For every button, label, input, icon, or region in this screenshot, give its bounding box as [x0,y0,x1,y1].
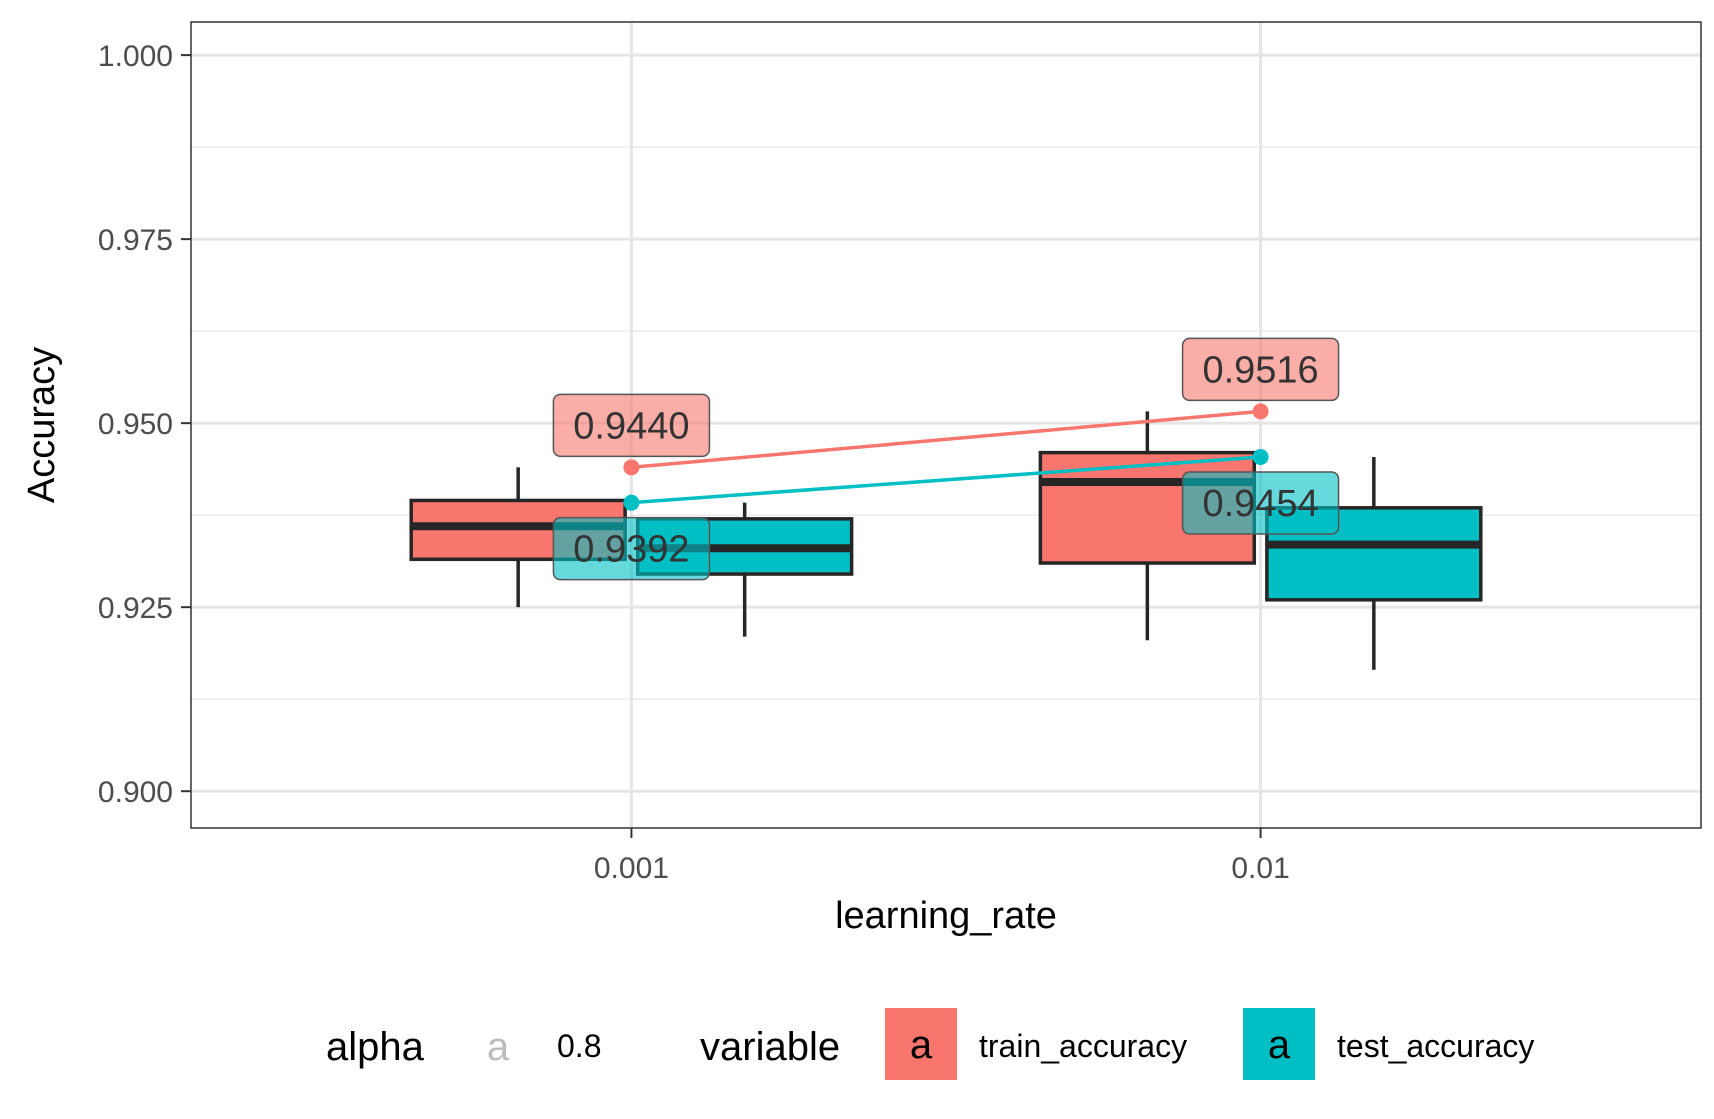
legend-key-test [1243,1008,1315,1080]
mean-label-train_accuracy: 0.9440 [573,405,689,447]
legend-key-train-glyph: a [910,1023,933,1067]
y-tick-label: 0.950 [98,408,173,441]
x-tick-label: 0.01 [1231,852,1289,885]
legend-variable-title: variable [700,1025,840,1069]
y-axis-title: Accuracy [21,347,63,503]
mean-label-box [1181,337,1340,402]
mean-point-test_accuracy [623,494,640,511]
x-axis-title: learning_rate [835,895,1057,937]
mean-label-box [552,393,711,458]
y-tick-label: 0.900 [98,776,173,809]
y-tick-label: 1.000 [98,40,173,73]
legend-alpha-key: a [487,1025,510,1069]
legend-alpha-title: alpha [326,1025,425,1069]
legend-label-test: test_accuracy [1337,1028,1534,1064]
mean-point-train_accuracy [623,459,640,476]
axis-layer: 1.000 0.975 0.950 0.925 0.900 0.001 0.01 [98,40,1290,885]
mean-label-test_accuracy: 0.9454 [1202,483,1318,525]
x-tick-label: 0.001 [594,852,669,885]
box-layer [409,411,1483,670]
mean-line-test_accuracy [631,455,1261,505]
mean-point-train_accuracy [1252,403,1269,420]
plot-panel-border [190,21,1702,829]
legend: alpha a 0.8 variable a train_accuracy a … [326,1008,1534,1080]
legend-label-train: train_accuracy [979,1028,1187,1064]
legend-alpha-value: 0.8 [557,1028,601,1064]
y-tick-label: 0.975 [98,224,173,257]
legend-key-test-glyph: a [1268,1023,1291,1067]
mean-line-train_accuracy [631,409,1261,470]
legend-key-train [885,1008,957,1080]
mean-label-test_accuracy: 0.9392 [573,529,689,571]
mean-label-train_accuracy: 0.9516 [1202,349,1318,391]
mean-point-test_accuracy [1252,449,1269,466]
mean-label-box [552,516,711,581]
mean-label-box [1181,471,1340,535]
y-tick-label: 0.925 [98,592,173,625]
mean-layer: 0.9440 0.9516 0.9392 0.9454 [552,337,1340,581]
